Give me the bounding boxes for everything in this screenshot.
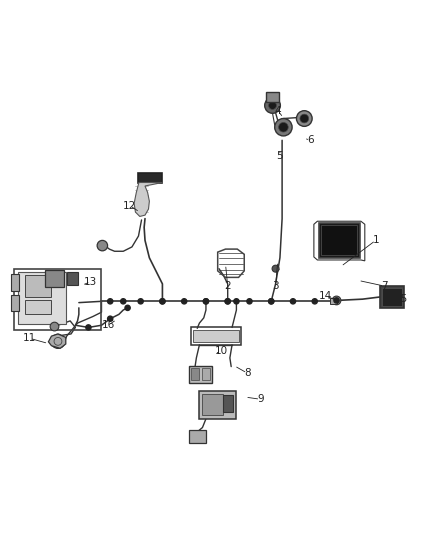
Circle shape — [203, 298, 208, 304]
Text: 12: 12 — [123, 200, 136, 211]
Circle shape — [160, 298, 165, 304]
FancyBboxPatch shape — [67, 272, 78, 285]
Circle shape — [108, 298, 113, 304]
FancyBboxPatch shape — [321, 225, 357, 255]
Circle shape — [332, 296, 341, 305]
FancyBboxPatch shape — [380, 286, 404, 308]
Circle shape — [268, 298, 274, 304]
Circle shape — [334, 298, 339, 303]
FancyBboxPatch shape — [223, 395, 233, 413]
Text: 8: 8 — [244, 368, 251, 378]
Polygon shape — [134, 182, 162, 216]
Text: 6: 6 — [307, 135, 314, 146]
FancyBboxPatch shape — [11, 274, 19, 291]
Text: 4: 4 — [275, 106, 281, 116]
Circle shape — [86, 325, 91, 330]
Circle shape — [265, 98, 280, 114]
Circle shape — [138, 298, 143, 304]
Circle shape — [182, 298, 187, 304]
FancyBboxPatch shape — [319, 223, 360, 258]
FancyBboxPatch shape — [188, 366, 212, 383]
FancyBboxPatch shape — [25, 275, 51, 297]
Text: 5: 5 — [277, 150, 283, 160]
Text: 3: 3 — [272, 281, 279, 291]
FancyBboxPatch shape — [18, 272, 66, 324]
Circle shape — [290, 298, 296, 304]
FancyBboxPatch shape — [191, 368, 199, 380]
Text: 13: 13 — [84, 277, 97, 287]
Circle shape — [51, 334, 65, 349]
Circle shape — [225, 298, 230, 304]
FancyBboxPatch shape — [201, 368, 210, 380]
Polygon shape — [48, 334, 66, 349]
Circle shape — [108, 316, 113, 321]
FancyBboxPatch shape — [45, 270, 64, 287]
Circle shape — [279, 123, 288, 132]
FancyBboxPatch shape — [138, 173, 162, 182]
Text: 10: 10 — [215, 346, 228, 357]
Circle shape — [120, 298, 126, 304]
Circle shape — [203, 298, 208, 304]
Text: 11: 11 — [23, 333, 36, 343]
FancyBboxPatch shape — [199, 391, 237, 419]
Text: 7: 7 — [381, 281, 388, 291]
FancyBboxPatch shape — [25, 301, 51, 313]
FancyBboxPatch shape — [11, 295, 19, 311]
Circle shape — [234, 298, 239, 304]
Circle shape — [125, 305, 130, 310]
Text: 14: 14 — [319, 290, 332, 301]
FancyBboxPatch shape — [382, 288, 402, 305]
Circle shape — [312, 298, 318, 304]
FancyBboxPatch shape — [188, 430, 206, 443]
Text: 1: 1 — [372, 236, 379, 245]
FancyBboxPatch shape — [330, 298, 336, 304]
Circle shape — [268, 102, 276, 109]
Text: 9: 9 — [257, 394, 264, 404]
Circle shape — [300, 114, 309, 123]
Text: 2: 2 — [224, 281, 231, 291]
Circle shape — [297, 111, 312, 126]
Circle shape — [275, 118, 292, 136]
Text: 16: 16 — [101, 320, 115, 330]
Circle shape — [50, 322, 59, 331]
FancyBboxPatch shape — [202, 393, 223, 415]
FancyBboxPatch shape — [266, 92, 279, 102]
Circle shape — [160, 298, 165, 304]
Circle shape — [247, 298, 252, 304]
Circle shape — [225, 298, 230, 304]
Circle shape — [97, 240, 108, 251]
FancyBboxPatch shape — [193, 329, 239, 342]
Circle shape — [272, 265, 279, 272]
Text: 15: 15 — [395, 294, 408, 304]
Circle shape — [268, 298, 274, 304]
